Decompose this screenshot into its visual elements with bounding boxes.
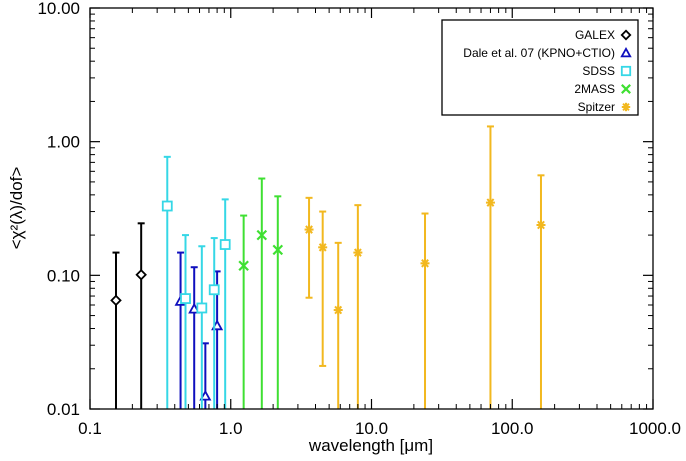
asterisk-marker [318, 242, 328, 252]
diamond-marker [110, 294, 122, 307]
data-point [180, 234, 191, 409]
legend-entry: SDSS [582, 64, 632, 78]
square-marker [208, 284, 220, 296]
x-tick-label: 1.0 [219, 419, 243, 438]
x-tick-label: 0.1 [78, 419, 102, 438]
legend-entry: Spitzer [578, 100, 631, 114]
x-tick-label: 100.0 [491, 419, 534, 438]
legend-label: Dale et al. 07 (KPNO+CTIO) [463, 46, 615, 60]
x-axis-ticks: 0.1 1.0 10.0 100.0 1000.0 [78, 8, 681, 438]
data-point [161, 155, 173, 409]
square-marker [620, 65, 632, 77]
x-tick-label: 10.0 [355, 419, 388, 438]
legend-entry: 2MASS [574, 82, 631, 96]
data-point [208, 237, 220, 409]
asterisk-marker [353, 248, 363, 258]
series-2mass [238, 177, 284, 409]
data-point [272, 195, 284, 409]
asterisk-marker [621, 102, 631, 112]
x-marker [621, 84, 631, 94]
y-tick-label: 1.00 [47, 133, 80, 152]
data-point [219, 198, 231, 409]
series-sdss [161, 155, 231, 409]
square-marker [196, 302, 208, 314]
x-marker [256, 229, 268, 241]
legend-label: Spitzer [578, 100, 615, 114]
x-marker [272, 244, 284, 256]
asterisk-marker [304, 225, 314, 235]
data-point [110, 251, 122, 409]
data-point [536, 174, 546, 409]
data-point [318, 210, 328, 367]
data-point [135, 222, 147, 409]
legend: GALEX Dale et al. 07 (KPNO+CTIO) SDSS 2MASS… [441, 19, 639, 116]
triangle-marker [620, 46, 632, 58]
square-marker [180, 293, 191, 304]
x-axis-title: wavelength [μm] [308, 436, 433, 455]
asterisk-marker [420, 258, 430, 268]
y-tick-label: 0.10 [47, 266, 80, 285]
data-point [238, 214, 249, 409]
legend-box [441, 19, 639, 116]
series-spitzer [304, 125, 546, 409]
legend-entry: GALEX [575, 28, 632, 42]
data-point [485, 125, 495, 409]
data-point [199, 342, 212, 409]
asterisk-marker [536, 220, 546, 230]
y-tick-label: 10.00 [37, 0, 80, 18]
data-point [353, 204, 363, 409]
asterisk-marker [333, 305, 343, 315]
series-galex [110, 222, 147, 409]
square-marker [161, 200, 173, 212]
data-point [420, 212, 430, 409]
series-layer [110, 125, 546, 409]
legend-label: 2MASS [574, 82, 615, 96]
diamond-marker [620, 29, 632, 41]
triangle-marker [199, 389, 212, 401]
series-dale-et-al-07-kpno-ctio [174, 251, 224, 409]
data-point [304, 196, 314, 299]
data-point [256, 177, 268, 409]
x-marker [238, 260, 249, 272]
data-point [333, 241, 343, 409]
asterisk-marker [485, 198, 495, 208]
y-axis-title: <χ²(λ)/dof> [7, 167, 26, 250]
square-marker [219, 239, 231, 250]
diamond-marker [135, 268, 147, 281]
legend-entry: Dale et al. 07 (KPNO+CTIO) [463, 46, 632, 60]
x-tick-label: 1000.0 [629, 419, 681, 438]
legend-label: GALEX [575, 28, 615, 42]
plot-frame [89, 7, 654, 410]
data-point [196, 245, 208, 409]
y-tick-label: 0.01 [47, 400, 80, 419]
legend-label: SDSS [582, 64, 615, 78]
